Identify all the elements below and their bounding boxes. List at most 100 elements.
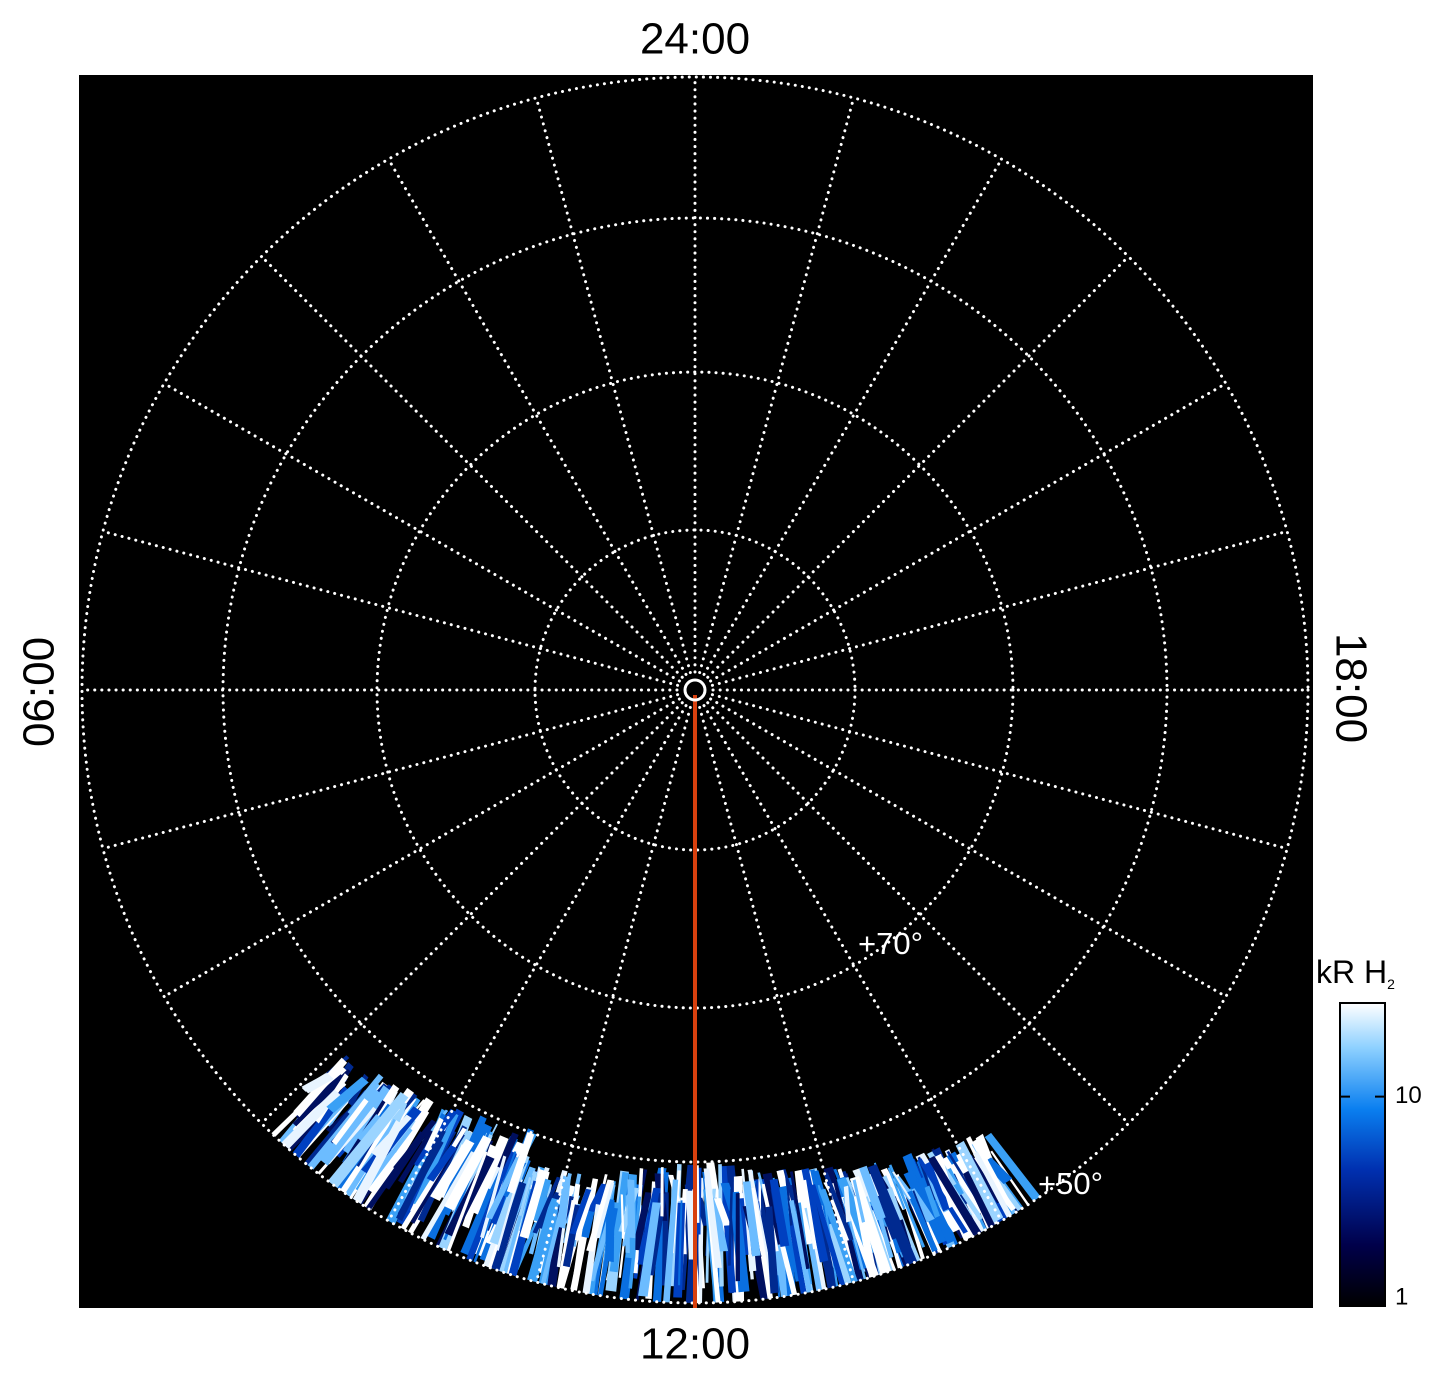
emission-streak <box>632 1192 652 1251</box>
emission-streak <box>917 1156 936 1202</box>
emission-streak <box>907 1190 938 1253</box>
emission-streak <box>703 1168 722 1268</box>
emission-streak <box>357 1114 383 1144</box>
emission-streak <box>326 1076 369 1113</box>
emission-streak <box>660 1167 664 1217</box>
latitude-circle <box>80 75 1310 1305</box>
meridian <box>534 96 692 675</box>
emission-streak <box>638 1202 661 1297</box>
colorbar-ticks: 1 10 <box>1340 1082 1422 1310</box>
emission-streak <box>742 1181 761 1257</box>
time-label: 12:00 <box>640 1320 750 1369</box>
emission-streak <box>892 1171 912 1200</box>
emission-streak <box>532 1176 561 1234</box>
emission-streak <box>351 1131 425 1231</box>
meridian <box>698 705 856 1284</box>
emission-streak <box>609 1171 629 1273</box>
emission-streak <box>802 1179 817 1250</box>
emission-streak <box>413 1112 459 1207</box>
emission-streak <box>518 1176 532 1217</box>
meridian <box>260 701 684 1125</box>
emission-streak <box>750 1187 777 1303</box>
meridian <box>710 529 1289 687</box>
colorbar-tick-label: 10 <box>1395 1082 1422 1109</box>
emission-streak <box>924 1185 940 1218</box>
meridian <box>706 255 1130 679</box>
emission-streak <box>859 1165 886 1221</box>
latitude-label: +70° <box>858 926 923 961</box>
emission-streak <box>545 1205 567 1297</box>
latitude-circle <box>375 370 1015 1010</box>
emission-streak <box>569 1188 592 1235</box>
emission-streak <box>727 1188 733 1266</box>
emission-streak <box>950 1160 985 1217</box>
emission-streak <box>785 1175 793 1226</box>
meridian <box>162 382 681 683</box>
meridian <box>534 705 692 1284</box>
emission-streak <box>971 1139 1010 1205</box>
meridian <box>709 382 1228 683</box>
colorbar <box>1339 1002 1386 1307</box>
emission-streak <box>467 1135 509 1215</box>
meridian <box>702 157 1003 676</box>
emission-streak <box>713 1198 731 1226</box>
colorbar-title-subscript: 2 <box>1387 976 1395 992</box>
emission-streak <box>810 1184 854 1303</box>
emission-streak <box>720 1166 737 1293</box>
emission-streak <box>765 1206 779 1294</box>
meridian <box>710 693 1289 851</box>
colorbar-tick-label: 1 <box>1395 1283 1408 1310</box>
emission-streak <box>620 1194 625 1239</box>
emission-streak <box>820 1188 867 1303</box>
emission-streak <box>850 1176 894 1282</box>
colorbar-title: kR H2 <box>1316 954 1395 991</box>
emission-streak <box>852 1179 866 1223</box>
emission-streak <box>823 1172 855 1241</box>
meridian <box>706 701 1130 1125</box>
emission-streak <box>853 1194 879 1287</box>
meridian <box>387 704 688 1223</box>
polar-grid <box>80 75 1310 1305</box>
emission-streak <box>769 1178 790 1247</box>
emission-streak <box>662 1179 679 1303</box>
emission-streak <box>916 1177 939 1235</box>
emission-streak <box>320 1089 383 1166</box>
emission-streak <box>361 1108 430 1214</box>
meridian <box>709 697 1228 998</box>
emission-streak <box>789 1171 810 1270</box>
emission-streak <box>301 1072 334 1094</box>
emission-streak <box>419 1151 476 1243</box>
emission-streak <box>789 1200 815 1303</box>
emission-streak <box>486 1156 522 1220</box>
emission-streak <box>536 1172 572 1303</box>
emission-streak <box>426 1145 457 1182</box>
emission-streak <box>801 1168 829 1263</box>
meridian <box>387 157 688 676</box>
emission-streak <box>496 1132 519 1169</box>
emission-streak <box>483 1181 527 1295</box>
emission-streak <box>580 1204 596 1238</box>
pole-marker <box>683 678 707 702</box>
latitude-label: +50° <box>1038 1166 1103 1201</box>
meridian <box>260 255 684 679</box>
emission-streak <box>324 1092 409 1192</box>
meridian <box>698 96 856 675</box>
colorbar-title-main: kR H <box>1316 954 1387 990</box>
emission-streak <box>519 1169 548 1239</box>
meridian <box>101 529 680 687</box>
emission-streak <box>444 1135 492 1211</box>
emission-streak <box>917 1158 968 1234</box>
emission-streak <box>410 1145 458 1224</box>
emission-streak <box>888 1164 926 1248</box>
emission-streak <box>627 1179 636 1239</box>
emission-streak <box>735 1193 740 1282</box>
emission-streak <box>595 1182 615 1239</box>
emission-streak <box>605 1198 615 1263</box>
emission-streak <box>398 1129 434 1184</box>
meridian <box>162 697 681 998</box>
time-label: 24:00 <box>640 15 750 64</box>
time-label: 06:00 <box>15 637 64 747</box>
emission-streak <box>348 1120 403 1212</box>
emission-streak <box>506 1132 535 1194</box>
emission-streak <box>982 1157 1013 1185</box>
